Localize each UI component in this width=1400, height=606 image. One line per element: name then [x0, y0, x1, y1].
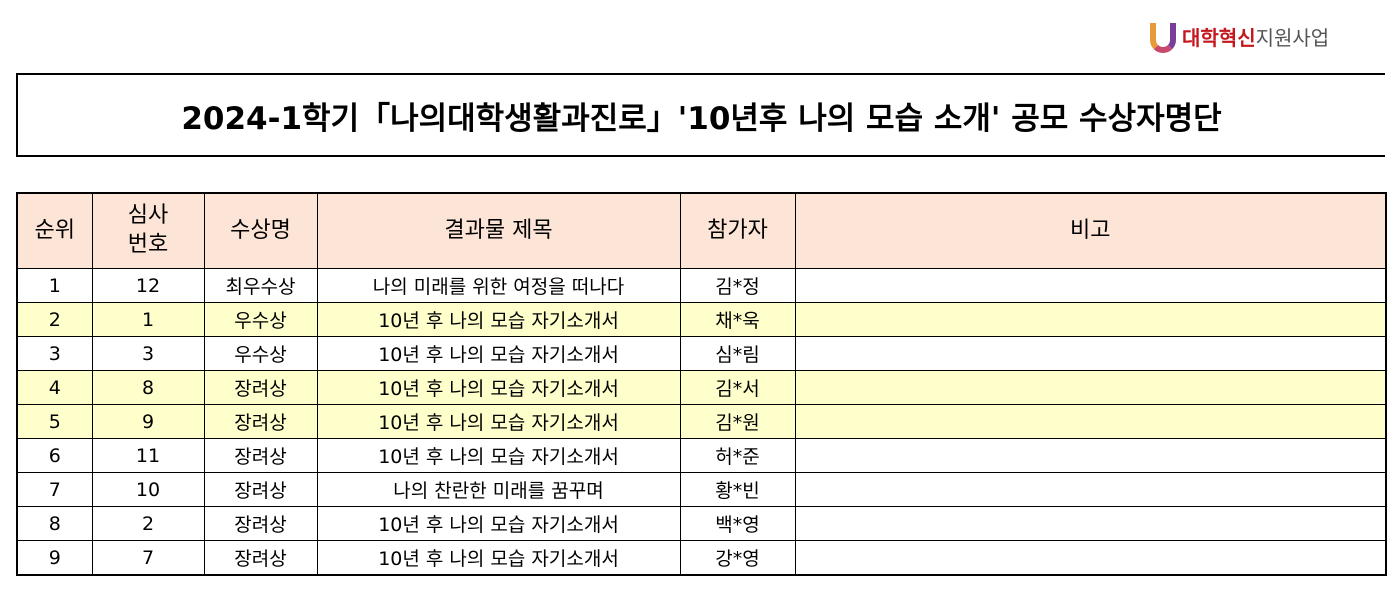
- cell-result-title: 10년 후 나의 모습 자기소개서: [316, 370, 681, 405]
- logo-text-bold: 대학혁신: [1182, 25, 1256, 50]
- cell-award: 장려상: [203, 438, 318, 473]
- cell-rank: 3: [16, 336, 93, 371]
- cell-participant: 채*욱: [679, 302, 796, 337]
- page-title: 2024-1학기「나의대학생활과진로」'10년후 나의 모습 소개' 공모 수상…: [16, 73, 1385, 157]
- cell-review-no: 9: [91, 404, 205, 439]
- cell-rank: 6: [16, 438, 93, 473]
- cell-rank: 7: [16, 472, 93, 507]
- header-rank: 순위: [16, 192, 93, 269]
- header-award: 수상명: [203, 192, 318, 269]
- cell-rank: 2: [16, 302, 93, 337]
- cell-result-title: 10년 후 나의 모습 자기소개서: [316, 506, 681, 541]
- table-row: 5 9 장려상 10년 후 나의 모습 자기소개서 김*원: [16, 404, 1387, 439]
- table-row: 4 8 장려상 10년 후 나의 모습 자기소개서 김*서: [16, 370, 1387, 405]
- cell-participant: 심*림: [679, 336, 796, 371]
- header-review-no: 심사 번호: [91, 192, 205, 269]
- logo-text: 지원사업: [1255, 25, 1330, 50]
- cell-participant: 황*빈: [679, 472, 796, 507]
- cell-note: [794, 506, 1387, 541]
- table-row: 8 2 장려상 10년 후 나의 모습 자기소개서 백*영: [16, 506, 1387, 541]
- cell-note: [794, 370, 1387, 405]
- cell-result-title: 10년 후 나의 모습 자기소개서: [316, 302, 681, 337]
- cell-note: [794, 540, 1387, 576]
- cell-review-no: 3: [91, 336, 205, 371]
- cell-note: [794, 438, 1387, 473]
- cell-participant: 김*정: [679, 268, 796, 303]
- cell-rank: 9: [16, 540, 93, 576]
- cell-participant: 백*영: [679, 506, 796, 541]
- cell-award: 장려상: [203, 404, 318, 439]
- cell-rank: 4: [16, 370, 93, 405]
- cell-review-no: 11: [91, 438, 205, 473]
- cell-award: 우수상: [203, 302, 318, 337]
- cell-review-no: 12: [91, 268, 205, 303]
- header-note: 비고: [794, 192, 1387, 269]
- award-table: 순위 심사 번호 수상명 결과물 제목 참가자 비고 1 12 최우수상 나의 미래를 위한 여…: [16, 192, 1387, 576]
- cell-result-title: 10년 후 나의 모습 자기소개서: [316, 404, 681, 439]
- cell-award: 최우수상: [203, 268, 318, 303]
- logo-u-icon: [1150, 23, 1176, 53]
- cell-participant: 김*원: [679, 404, 796, 439]
- cell-award: 장려상: [203, 370, 318, 405]
- cell-participant: 김*서: [679, 370, 796, 405]
- cell-result-title: 10년 후 나의 모습 자기소개서: [316, 540, 681, 576]
- cell-award: 우수상: [203, 336, 318, 371]
- table-row: 3 3 우수상 10년 후 나의 모습 자기소개서 심*림: [16, 336, 1387, 371]
- cell-note: [794, 472, 1387, 507]
- cell-rank: 8: [16, 506, 93, 541]
- cell-note: [794, 268, 1387, 303]
- cell-review-no: 2: [91, 506, 205, 541]
- cell-review-no: 8: [91, 370, 205, 405]
- cell-result-title: 10년 후 나의 모습 자기소개서: [316, 336, 681, 371]
- cell-review-no: 7: [91, 540, 205, 576]
- cell-participant: 강*영: [679, 540, 796, 576]
- cell-note: [794, 404, 1387, 439]
- table-row: 1 12 최우수상 나의 미래를 위한 여정을 떠나다 김*정: [16, 268, 1387, 303]
- header-result-title: 결과물 제목: [316, 192, 681, 269]
- header-participant: 참가자: [679, 192, 796, 269]
- logo: 대학혁신 지원사업: [1150, 14, 1329, 58]
- cell-note: [794, 302, 1387, 337]
- table-header-row: 순위 심사 번호 수상명 결과물 제목 참가자 비고: [16, 192, 1387, 269]
- cell-award: 장려상: [203, 472, 318, 507]
- cell-review-no: 10: [91, 472, 205, 507]
- cell-note: [794, 336, 1387, 371]
- cell-participant: 허*준: [679, 438, 796, 473]
- cell-result-title: 나의 찬란한 미래를 꿈꾸며: [316, 472, 681, 507]
- table-row: 9 7 장려상 10년 후 나의 모습 자기소개서 강*영: [16, 540, 1387, 576]
- table-row: 6 11 장려상 10년 후 나의 모습 자기소개서 허*준: [16, 438, 1387, 473]
- cell-review-no: 1: [91, 302, 205, 337]
- cell-result-title: 나의 미래를 위한 여정을 떠나다: [316, 268, 681, 303]
- cell-rank: 5: [16, 404, 93, 439]
- cell-award: 장려상: [203, 506, 318, 541]
- cell-rank: 1: [16, 268, 93, 303]
- cell-result-title: 10년 후 나의 모습 자기소개서: [316, 438, 681, 473]
- cell-award: 장려상: [203, 540, 318, 576]
- table-row: 7 10 장려상 나의 찬란한 미래를 꿈꾸며 황*빈: [16, 472, 1387, 507]
- table-row: 2 1 우수상 10년 후 나의 모습 자기소개서 채*욱: [16, 302, 1387, 337]
